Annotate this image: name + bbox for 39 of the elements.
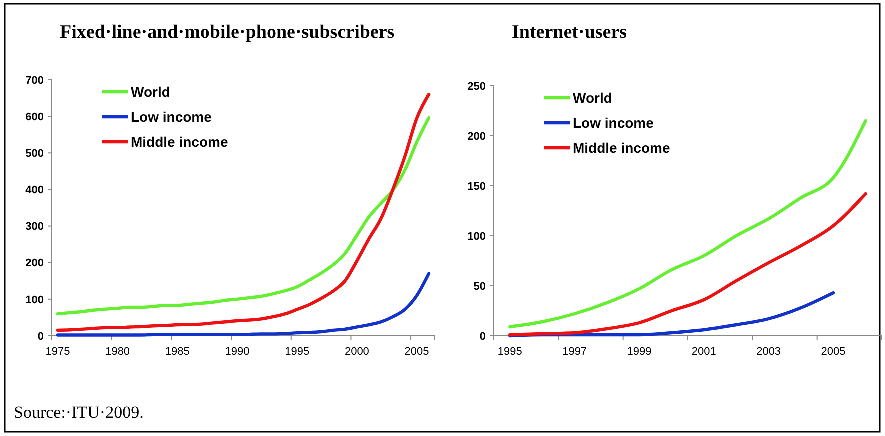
x-tick-label: 2005 [404, 346, 430, 358]
y-tick-label: 200 [468, 130, 486, 143]
x-tick-label: 1995 [498, 346, 522, 358]
y-tick-label: 700 [26, 74, 44, 87]
y-tick-label: 500 [26, 148, 44, 160]
x-tick-label: 1985 [165, 346, 190, 358]
y-tick-label: 100 [26, 294, 44, 306]
legend-label: World [131, 84, 170, 100]
y-tick-label: 100 [468, 230, 486, 243]
legend-label: Low income [573, 114, 654, 131]
y-tick-label: 250 [468, 80, 486, 93]
y-tick-label: 200 [26, 258, 44, 270]
x-tick-label: 2000 [344, 346, 370, 358]
y-tick-label: 0 [480, 330, 486, 343]
source-note: Source:·ITU·2009. [14, 403, 144, 422]
x-tick-label: 1980 [106, 346, 130, 358]
x-tick-label: 2005 [821, 346, 846, 358]
line-series [508, 119, 868, 329]
y-tick-label: 400 [26, 184, 44, 197]
x-tick-label: 2003 [756, 346, 782, 358]
y-tick-label: 0 [38, 330, 44, 343]
x-tick-label: 2001 [692, 346, 716, 358]
y-tick-label: 600 [26, 111, 44, 124]
x-tick-label: 1990 [225, 346, 250, 358]
legend-label: Middle income [131, 134, 228, 150]
x-tick-label: 1997 [562, 346, 588, 358]
legend-label: Low income [131, 108, 212, 125]
y-tick-label: 300 [26, 221, 44, 234]
y-tick-label: 150 [468, 180, 486, 193]
x-tick-label: 1999 [627, 346, 652, 358]
x-tick-label: 1975 [46, 346, 70, 358]
chart-title: Internet·users [512, 22, 628, 43]
legend-label: Middle income [573, 140, 670, 156]
y-tick-label: 50 [474, 280, 486, 293]
x-tick-label: 1995 [285, 346, 310, 358]
line-series [56, 272, 431, 337]
chart-title: Fixed·line·and·mobile·phone·subscribers [60, 22, 395, 43]
legend-label: World [573, 90, 612, 106]
line-series [508, 192, 868, 337]
